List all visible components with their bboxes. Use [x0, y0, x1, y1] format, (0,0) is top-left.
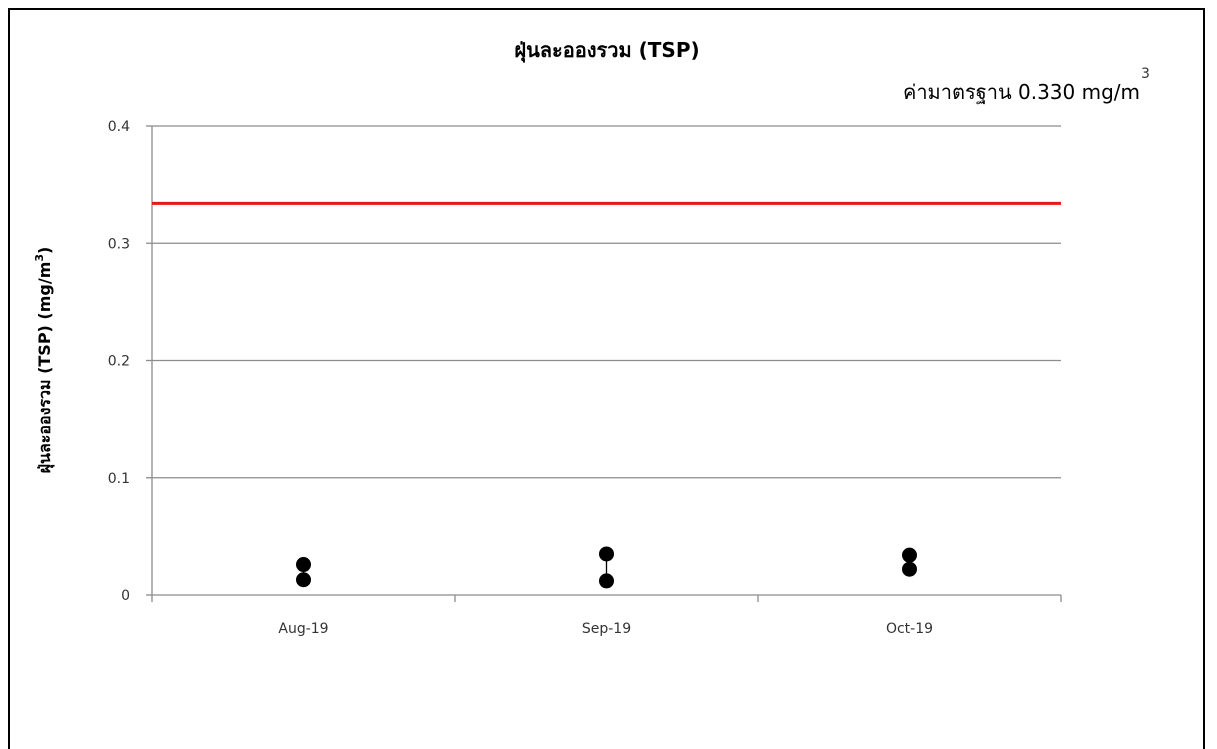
y-tick-label: 0.1 [108, 471, 130, 487]
data-point [296, 557, 311, 573]
y-tick-label: 0.3 [108, 236, 130, 252]
y-tick-label: 0.4 [108, 119, 130, 135]
y-tick-labels: 0 0.1 0.2 0.3 0.4 [108, 119, 130, 604]
data-point [902, 561, 917, 577]
svg-text:ฝุ่นละอองรวม (TSP) (mg/m3): ฝุ่นละอองรวม (TSP) (mg/m3) [33, 247, 55, 474]
data-point [296, 572, 311, 588]
chart-title: ฝุ่นละอองรวม (TSP) [514, 38, 699, 63]
y-axis-label-superscript: 3 [33, 254, 46, 262]
chart-frame [8, 8, 1205, 749]
y-tick-label: 0.2 [108, 354, 130, 370]
data-point [902, 547, 917, 563]
y-axis-label: ฝุ่นละอองรวม (TSP) (mg/m3) [33, 247, 55, 474]
data-point [599, 546, 614, 562]
data-point [599, 573, 614, 589]
x-tick-label: Oct-19 [886, 621, 933, 637]
y-axis-label-text: ฝุ่นละอองรวม (TSP) (mg/m [35, 262, 55, 474]
x-tick-label: Aug-19 [278, 621, 328, 637]
standard-note-superscript: 3 [1141, 66, 1150, 82]
y-axis-label-suffix: ) [35, 247, 54, 254]
gridlines [152, 125, 1061, 479]
x-tick-label: Sep-19 [582, 621, 631, 637]
x-tick-labels: Aug-19 Sep-19 Oct-19 [278, 621, 933, 637]
y-tick-label: 0 [121, 588, 130, 604]
standard-note: ค่ามาตรฐาน 0.330 mg/m [903, 80, 1140, 104]
axes [146, 125, 1062, 602]
data-points [296, 546, 917, 589]
